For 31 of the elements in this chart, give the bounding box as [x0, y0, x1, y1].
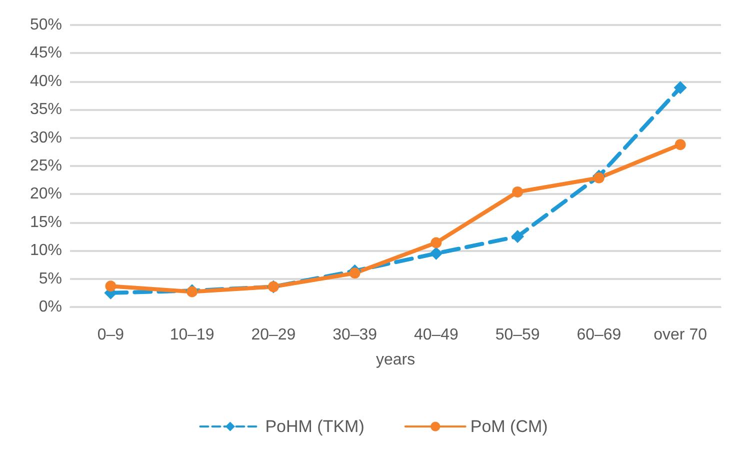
x-tick-label: 20–29 [251, 326, 296, 344]
point [430, 237, 442, 248]
point [674, 139, 686, 150]
y-tick-label: 5% [38, 270, 62, 288]
point [674, 81, 687, 94]
legend-label: PoHM (TKM) [265, 417, 364, 436]
x-tick-label: 0–9 [97, 326, 124, 344]
y-tick-label: 0% [38, 298, 62, 316]
x-tick-label: 60–69 [576, 326, 622, 344]
point [593, 172, 604, 184]
point [512, 186, 524, 198]
y-tick-label: 30% [30, 129, 62, 146]
x-tick-label: over 70 [654, 326, 708, 344]
y-tick-label: 50% [30, 16, 62, 34]
y-tick-label: 35% [30, 101, 62, 118]
y-tick-label: 45% [30, 44, 62, 62]
x-axis-title: years [376, 352, 416, 368]
point [511, 230, 524, 243]
y-tick-label: 10% [30, 242, 62, 260]
point [430, 246, 443, 260]
point [349, 268, 360, 279]
y-tick-label: 40% [30, 72, 62, 90]
legend-label: PoM (CM) [470, 417, 548, 436]
y-tick-label: 15% [30, 214, 62, 231]
y-tick-label: 20% [30, 186, 62, 203]
point [105, 280, 116, 292]
x-tick-label: 30–39 [332, 326, 378, 344]
x-tick-label: 50–59 [495, 326, 540, 344]
y-tick-label: 25% [30, 158, 62, 174]
x-tick-label: 40–49 [414, 326, 459, 344]
x-tick-label: 10–19 [170, 326, 214, 344]
